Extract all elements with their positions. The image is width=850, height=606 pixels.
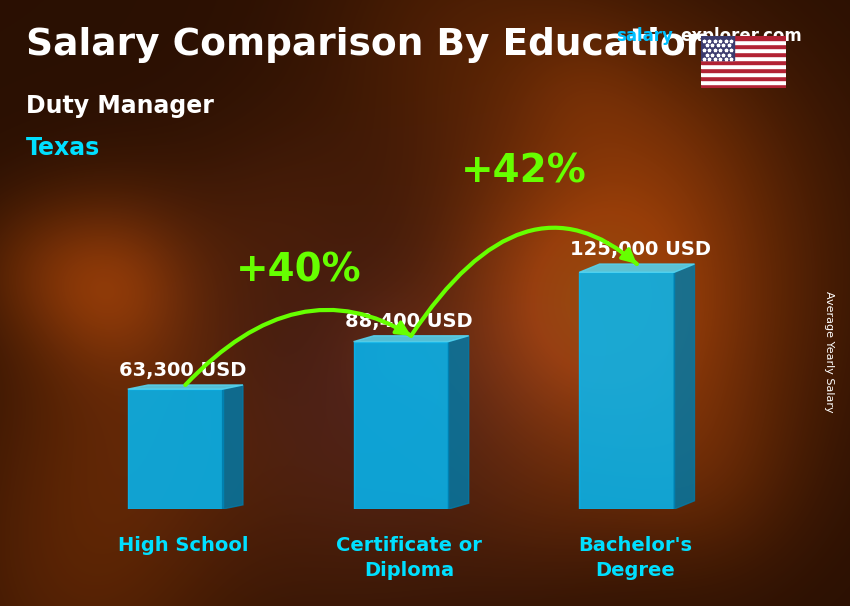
Bar: [701, 56, 786, 60]
Bar: [701, 36, 734, 60]
Text: +42%: +42%: [462, 153, 586, 190]
Text: 88,400 USD: 88,400 USD: [344, 312, 472, 331]
Text: Average Yearly Salary: Average Yearly Salary: [824, 291, 834, 412]
Text: Certificate or
Diploma: Certificate or Diploma: [336, 536, 482, 579]
Bar: [701, 52, 786, 56]
Text: Bachelor's
Degree: Bachelor's Degree: [578, 536, 692, 579]
Polygon shape: [128, 389, 223, 509]
Text: Duty Manager: Duty Manager: [26, 94, 213, 118]
Text: Texas: Texas: [26, 136, 99, 161]
Bar: [701, 80, 786, 84]
Bar: [701, 44, 786, 48]
Text: salary: salary: [616, 27, 673, 45]
Bar: [701, 72, 786, 76]
Bar: [701, 48, 786, 52]
Polygon shape: [580, 272, 674, 509]
Text: +40%: +40%: [235, 251, 361, 289]
Polygon shape: [580, 264, 694, 272]
Bar: [701, 41, 786, 44]
Bar: [701, 60, 786, 64]
Text: High School: High School: [118, 536, 248, 554]
Polygon shape: [128, 385, 243, 389]
Text: 63,300 USD: 63,300 USD: [119, 361, 246, 380]
Bar: [701, 84, 786, 88]
Text: 125,000 USD: 125,000 USD: [570, 241, 711, 259]
Polygon shape: [354, 336, 468, 342]
Bar: [701, 68, 786, 72]
Text: explorer.com: explorer.com: [680, 27, 802, 45]
Bar: [701, 36, 786, 41]
Polygon shape: [448, 336, 468, 509]
Text: Salary Comparison By Education: Salary Comparison By Education: [26, 27, 711, 63]
Bar: [701, 76, 786, 80]
Bar: [701, 64, 786, 68]
Polygon shape: [674, 264, 694, 509]
Polygon shape: [354, 342, 448, 509]
Polygon shape: [223, 385, 243, 509]
